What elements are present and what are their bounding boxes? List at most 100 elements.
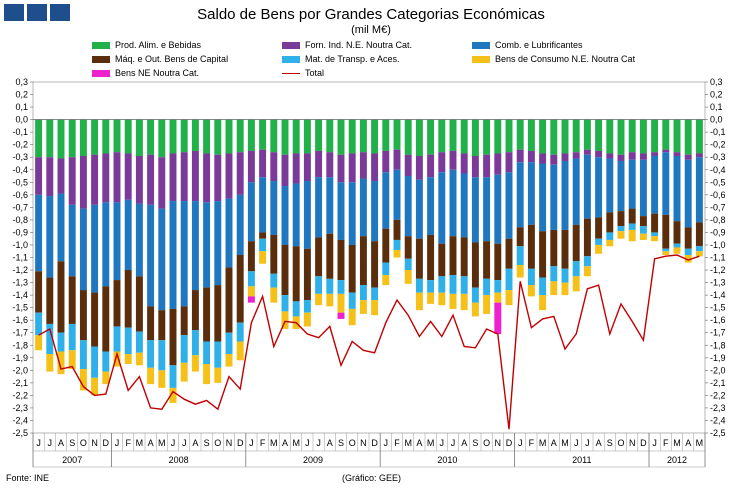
bar-machinery <box>527 224 535 269</box>
bar-industrial <box>606 153 614 159</box>
bar-transport <box>371 287 379 301</box>
bar-consumer <box>494 292 502 303</box>
legend-item-industrial: Forn. Ind. N.E. Noutra Cat. <box>282 40 412 50</box>
bar-fuel <box>135 203 143 277</box>
bar-consumer <box>561 282 569 296</box>
bar-machinery <box>113 280 121 327</box>
bar-transport <box>460 276 468 294</box>
bar-transport <box>651 232 659 237</box>
bar-machinery <box>572 224 580 262</box>
bar-industrial <box>505 152 513 173</box>
y-tick-label-right: -1,5 <box>710 303 726 313</box>
x-month-label: D <box>103 438 110 448</box>
bar-transport <box>124 327 132 355</box>
bar-transport <box>270 273 278 288</box>
bar-fuel <box>102 202 110 287</box>
x-month-label: D <box>506 438 513 448</box>
y-tick-label-left: 0,3 <box>15 77 28 87</box>
bar-nec <box>337 312 345 319</box>
y-tick-label-left: -0,5 <box>12 177 28 187</box>
bar-food <box>158 119 166 158</box>
bar-industrial <box>247 150 255 183</box>
y-tick-label-right: 0,1 <box>710 102 723 112</box>
y-tick-label-right: -1,4 <box>710 290 726 300</box>
x-month-label: N <box>91 438 98 448</box>
x-month-label: F <box>125 438 131 448</box>
bar-consumer <box>337 293 345 313</box>
bar-transport <box>673 243 681 248</box>
bar-industrial <box>527 150 535 163</box>
bar-fuel <box>673 155 681 222</box>
legend-swatch-transport <box>282 55 300 63</box>
bar-machinery <box>404 236 412 259</box>
bar-machinery <box>102 286 110 352</box>
bar-consumer <box>348 308 356 326</box>
bar-food <box>270 119 278 153</box>
x-month-label: O <box>214 438 221 448</box>
bar-machinery <box>539 231 547 278</box>
bar-machinery <box>449 236 457 276</box>
bar-food <box>147 119 155 155</box>
bar-consumer <box>483 295 491 314</box>
x-month-label: J <box>316 438 321 448</box>
x-month-label: A <box>282 438 288 448</box>
bar-industrial <box>225 153 233 199</box>
bar-machinery <box>303 248 311 301</box>
x-month-label: M <box>404 438 412 448</box>
bar-food <box>449 119 457 151</box>
legend-swatch-fuel <box>472 41 490 49</box>
bar-fuel <box>147 204 155 307</box>
bar-food <box>359 119 367 153</box>
bar-machinery <box>595 217 603 239</box>
bar-industrial <box>404 154 412 177</box>
bar-fuel <box>438 172 446 244</box>
bar-consumer <box>135 352 143 366</box>
bar-consumer <box>303 312 311 327</box>
x-month-label: A <box>192 438 198 448</box>
bar-industrial <box>639 153 647 160</box>
bar-fuel <box>225 198 233 268</box>
y-tick-label-right: -1,0 <box>710 240 726 250</box>
bar-transport <box>203 341 211 365</box>
bar-fuel <box>404 176 412 237</box>
bar-industrial <box>191 150 199 202</box>
bar-fuel <box>471 177 479 243</box>
bar-consumer <box>326 293 334 307</box>
bar-food <box>471 119 479 156</box>
bar-fuel <box>505 172 513 239</box>
bar-industrial <box>169 153 177 202</box>
y-tick-label-left: -2,0 <box>12 365 28 375</box>
legend-item-nec: Bens NE Noutra Cat. <box>92 68 199 78</box>
y-tick-label-left: -0,7 <box>12 202 28 212</box>
bar-transport <box>281 295 289 312</box>
bar-transport <box>326 278 334 294</box>
bar-machinery <box>46 277 54 324</box>
y-tick-label-left: -1,8 <box>12 340 28 350</box>
y-tick-label-left: -0,2 <box>12 140 28 150</box>
bar-machinery <box>135 276 143 332</box>
bar-transport <box>494 280 502 293</box>
x-month-label: S <box>204 438 210 448</box>
bar-fuel <box>483 177 491 242</box>
bar-machinery <box>359 236 367 286</box>
bar-industrial <box>326 152 334 178</box>
bar-food <box>236 119 244 153</box>
bar-machinery <box>371 241 379 288</box>
bar-industrial <box>471 155 479 178</box>
bar-transport <box>561 268 569 283</box>
x-month-label: D <box>640 438 647 448</box>
bar-fuel <box>191 201 199 291</box>
bar-transport <box>158 340 166 371</box>
bar-food <box>102 119 110 154</box>
bar-industrial <box>561 153 569 161</box>
y-tick-label-right: 0,3 <box>710 77 723 87</box>
bar-industrial <box>57 158 65 194</box>
bar-machinery <box>236 254 244 323</box>
bar-consumer <box>505 290 513 306</box>
x-month-label: M <box>539 438 547 448</box>
bar-machinery <box>483 241 491 279</box>
bar-consumer <box>471 302 479 317</box>
bar-industrial <box>281 154 289 187</box>
chart-title: Saldo de Bens por Grandes Categorias Eco… <box>197 6 545 23</box>
bar-transport <box>315 276 323 294</box>
